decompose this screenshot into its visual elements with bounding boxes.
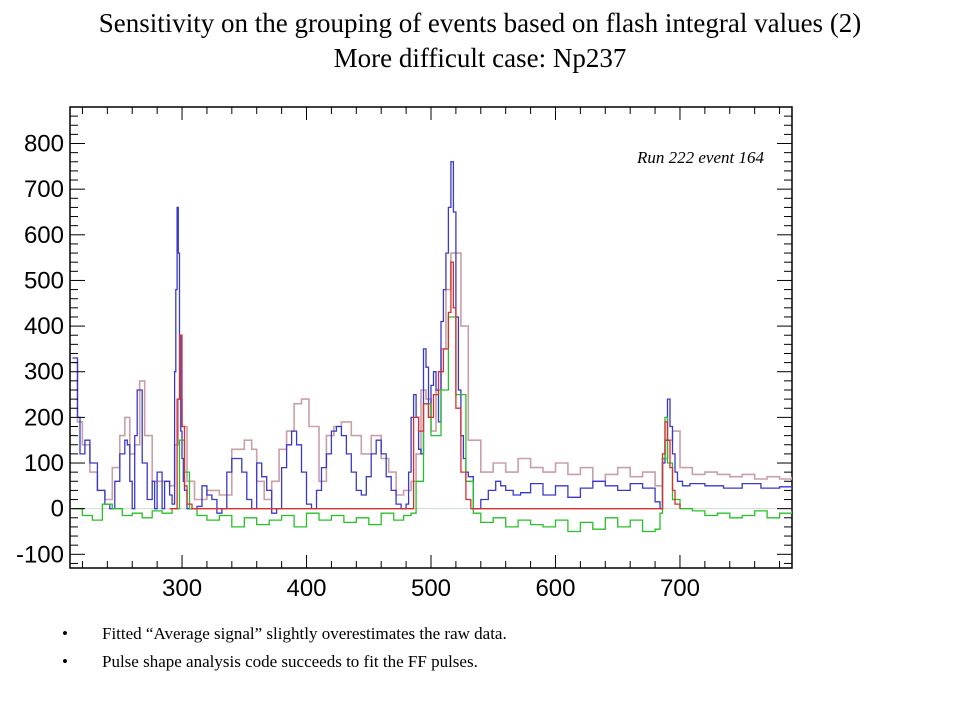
plot-frame	[69, 106, 793, 569]
y-tick-label: 200	[24, 404, 64, 431]
axis-ticks	[70, 107, 792, 568]
x-tick-label: 600	[535, 575, 575, 602]
bullet-text: Pulse shape analysis code succeeds to fi…	[102, 652, 478, 671]
slide-title: Sensitivity on the grouping of events ba…	[0, 6, 960, 76]
x-tick-label: 500	[411, 575, 451, 602]
y-tick-label: 700	[24, 176, 64, 203]
x-tick-label: 400	[286, 575, 326, 602]
y-tick-label: 800	[24, 131, 64, 158]
y-tick-label: 300	[24, 359, 64, 386]
y-tick-label: 500	[24, 267, 64, 294]
run-annotation: Run 222 event 164	[636, 148, 764, 167]
y-tick-label: 0	[51, 496, 64, 523]
x-tick-label: 300	[162, 575, 202, 602]
title-line-1: Sensitivity on the grouping of events ba…	[98, 8, 862, 38]
title-line-2: More difficult case: Np237	[333, 43, 627, 73]
y-tick-label: 600	[24, 222, 64, 249]
x-tick-label: 700	[660, 575, 700, 602]
bullet-item: • Fitted “Average signal” slightly overes…	[62, 620, 507, 648]
y-tick-label: 400	[24, 313, 64, 340]
y-tick-label: -100	[16, 541, 64, 568]
bullet-dot: •	[62, 652, 68, 671]
series-raw-signal	[72, 161, 792, 514]
tick-labels: 300 400 500 600 700 -100 0 100 200 300 400 500 600 70…	[16, 131, 700, 602]
bullet-item: • Pulse shape analysis code succeeds to f…	[62, 648, 507, 676]
bullet-list: • Fitted “Average signal” slightly overes…	[62, 620, 507, 676]
y-tick-label: 100	[24, 450, 64, 477]
bullet-dot: •	[62, 624, 68, 643]
series-layer	[70, 161, 792, 533]
series-fitted-pulses	[169, 261, 681, 510]
bullet-text: Fitted “Average signal” slightly overest…	[102, 624, 507, 643]
